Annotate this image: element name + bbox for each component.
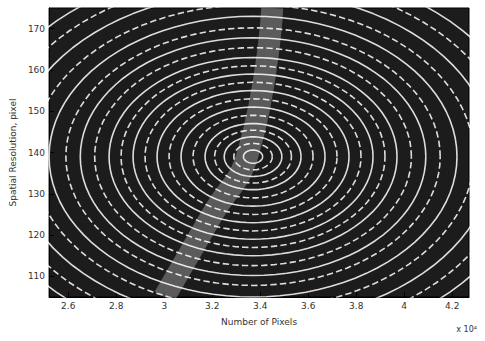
svg-text:x 10⁴: x 10⁴ (456, 325, 477, 334)
svg-text:3.4: 3.4 (253, 301, 268, 311)
svg-text:160: 160 (28, 65, 45, 75)
svg-text:Number of Pixels: Number of Pixels (221, 317, 297, 327)
svg-text:Spatial Resolution, pixel: Spatial Resolution, pixel (8, 99, 18, 207)
svg-text:150: 150 (28, 106, 45, 116)
svg-text:3.6: 3.6 (301, 301, 316, 311)
svg-text:140: 140 (28, 148, 45, 158)
svg-text:3.2: 3.2 (205, 301, 219, 311)
svg-text:120: 120 (28, 230, 45, 240)
svg-text:2.8: 2.8 (109, 301, 124, 311)
svg-text:3: 3 (161, 301, 167, 311)
svg-text:3.8: 3.8 (349, 301, 364, 311)
svg-text:110: 110 (28, 271, 45, 281)
svg-text:4: 4 (401, 301, 407, 311)
svg-text:4.2: 4.2 (445, 301, 459, 311)
svg-text:2.6: 2.6 (61, 301, 76, 311)
svg-text:130: 130 (28, 189, 45, 199)
svg-text:170: 170 (28, 24, 45, 34)
